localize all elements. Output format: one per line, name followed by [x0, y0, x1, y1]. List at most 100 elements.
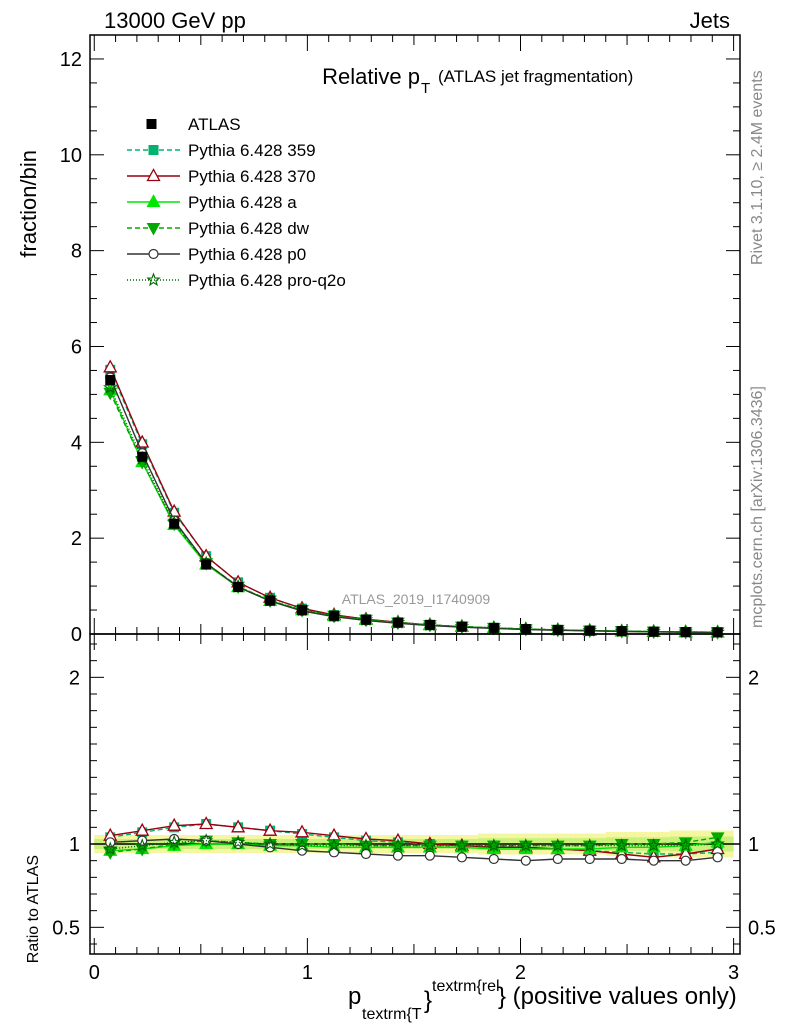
main-point-atlas — [712, 627, 723, 638]
main-point-atlas — [552, 624, 563, 635]
mcplots-label: mcplots.cern.ch [arXiv:1306.3436] — [749, 386, 766, 628]
x-axis-label-p: p — [348, 983, 361, 1010]
ratio-point-pythia-6-428-pro-q2o — [103, 841, 118, 856]
legend-label-pythia-6-428-p0: Pythia 6.428 p0 — [188, 245, 306, 264]
legend-marker-pythia-6-428-a — [146, 194, 161, 208]
analysis-watermark: ATLAS_2019_I1740909 — [342, 591, 491, 607]
main-y-tick-label: 4 — [71, 432, 82, 454]
ratio-point-pythia-6-428-pro-q2o — [294, 838, 310, 852]
ratio-point-pythia-6-428-370 — [294, 824, 310, 838]
ratio-point-pythia-6-428-pro-q2o — [582, 838, 597, 852]
main-y-tick-label: 0 — [71, 624, 82, 646]
main-series-layer — [103, 359, 725, 640]
main-line-pythia-6-428-pro-q2o — [109, 387, 718, 633]
ratio-point-pythia-6-428-370 — [167, 817, 182, 831]
main-point-atlas — [616, 626, 627, 637]
ratio-line-pythia-6-428-p0 — [110, 838, 718, 862]
ratio-panel-frame — [89, 633, 741, 955]
main-point-pythia-6-428-370 — [103, 359, 118, 373]
chart-title-subscript: T — [421, 80, 430, 97]
legend-label-pythia-6-428-pro-q2o: Pythia 6.428 pro-q2o — [188, 271, 346, 290]
ratio-point-pythia-6-428-pro-q2o — [550, 838, 565, 852]
main-y-tick-label: 12 — [60, 49, 82, 71]
main-point-atlas — [680, 626, 691, 637]
ratio-point-pythia-6-428-pro-q2o — [326, 838, 342, 852]
ratio-point-pythia-6-428-pro-q2o — [678, 838, 693, 852]
ratio-y-tick-label-right: 1 — [748, 834, 759, 856]
ratio-point-pythia-6-428-pro-q2o — [198, 833, 214, 847]
main-point-atlas — [584, 625, 595, 636]
x-tick-label: 2 — [515, 962, 526, 984]
ratio-series-layer — [103, 816, 725, 866]
ratio-point-pythia-6-428-pro-q2o — [230, 834, 246, 849]
ratio-point-pythia-6-428-p0 — [680, 855, 691, 866]
legend: ATLAS Pythia 6.428 359 Pythia 6.428 370 Pyt… — [127, 115, 346, 290]
x-tick-label: 3 — [728, 962, 739, 984]
ratio-line-pythia-6-428-a — [110, 841, 718, 852]
ratio-point-pythia-6-428-p0 — [169, 833, 180, 845]
ratio-point-pythia-6-428-pro-q2o — [422, 838, 438, 852]
main-point-atlas — [488, 622, 499, 633]
ratio-point-pythia-6-428-p0 — [424, 850, 436, 861]
legend-label-pythia-6-428-a: Pythia 6.428 a — [188, 193, 297, 212]
main-point-atlas — [201, 559, 212, 570]
ratio-point-pythia-6-428-pro-q2o — [454, 838, 470, 852]
header-left: 13000 GeV pp — [104, 8, 246, 33]
legend-label-atlas: ATLAS — [188, 115, 241, 134]
main-point-atlas — [648, 626, 659, 637]
ratio-point-pythia-6-428-p0 — [520, 855, 531, 866]
main-point-atlas — [233, 582, 244, 593]
legend-label-pythia-6-428-dw: Pythia 6.428 dw — [188, 219, 310, 238]
ratio-line-pythia-6-428-370 — [110, 823, 718, 859]
ratio-point-pythia-6-428-370 — [231, 819, 246, 833]
chart-title: Relative p — [322, 64, 420, 89]
ratio-point-pythia-6-428-p0 — [712, 852, 723, 863]
ratio-point-pythia-6-428-pro-q2o — [710, 836, 725, 851]
chart-title-paren: (ATLAS jet fragmentation) — [438, 67, 633, 86]
x-axis-label-sub: textrm{T — [362, 1006, 422, 1023]
legend-marker-pythia-6-428-p0 — [148, 248, 159, 260]
x-tick-label: 0 — [89, 962, 100, 984]
ratio-y-axis-label: Ratio to ATLAS — [25, 855, 42, 963]
ratio-point-pythia-6-428-p0 — [488, 853, 499, 865]
ratio-point-pythia-6-428-pro-q2o — [358, 838, 374, 852]
main-point-atlas — [520, 624, 531, 635]
ratio-axes: 0 1 2 3 0.5 0.5 1 1 2 2 — [52, 634, 776, 984]
ratio-point-pythia-6-428-p0 — [648, 855, 659, 866]
main-point-atlas — [360, 614, 371, 625]
main-point-atlas — [329, 610, 340, 621]
ratio-y-tick-label: 2 — [69, 667, 80, 689]
main-point-atlas — [297, 605, 308, 616]
ratio-y-tick-label-right: 0.5 — [748, 917, 776, 939]
ratio-point-pythia-6-428-pro-q2o — [486, 838, 502, 852]
ratio-point-pythia-6-428-pro-q2o — [166, 834, 182, 849]
legend-marker-pythia-6-428-359 — [148, 145, 159, 155]
main-point-atlas — [392, 617, 403, 628]
main-y-tick-label: 6 — [71, 336, 82, 358]
main-y-tick-label: 8 — [71, 241, 82, 263]
ratio-point-pythia-6-428-p0 — [360, 848, 372, 860]
main-point-atlas — [169, 518, 180, 529]
ratio-point-pythia-6-428-370 — [199, 816, 214, 830]
x-axis-label-brace: } — [424, 987, 432, 1014]
legend-marker-pythia-6-428-dw — [146, 223, 161, 236]
ratio-y-tick-label: 0.5 — [52, 917, 80, 939]
ratio-point-pythia-6-428-pro-q2o — [390, 838, 406, 852]
legend-marker-atlas — [146, 119, 157, 129]
x-axis-label-sup: textrm{rel — [432, 978, 500, 995]
legend-label-pythia-6-428-370: Pythia 6.428 370 — [188, 167, 316, 186]
main-y-tick-label: 10 — [60, 145, 82, 167]
x-axis-label: p textrm{T } textrm{rel } (positive valu… — [348, 978, 737, 1023]
ratio-point-pythia-6-428-p0 — [392, 850, 404, 861]
ratio-y-tick-label: 1 — [69, 834, 80, 856]
legend-marker-pythia-6-428-pro-q2o — [146, 272, 161, 287]
ratio-uncertainty-band — [90, 830, 740, 858]
ratio-point-pythia-6-428-pro-q2o — [518, 838, 534, 852]
ratio-point-pythia-6-428-p0 — [552, 853, 563, 865]
ratio-point-pythia-6-428-p0 — [584, 853, 595, 865]
ratio-point-pythia-6-428-370 — [135, 822, 150, 836]
ratio-point-pythia-6-428-p0 — [456, 852, 467, 863]
main-point-atlas — [265, 595, 276, 606]
main-y-tick-label: 2 — [71, 528, 82, 550]
